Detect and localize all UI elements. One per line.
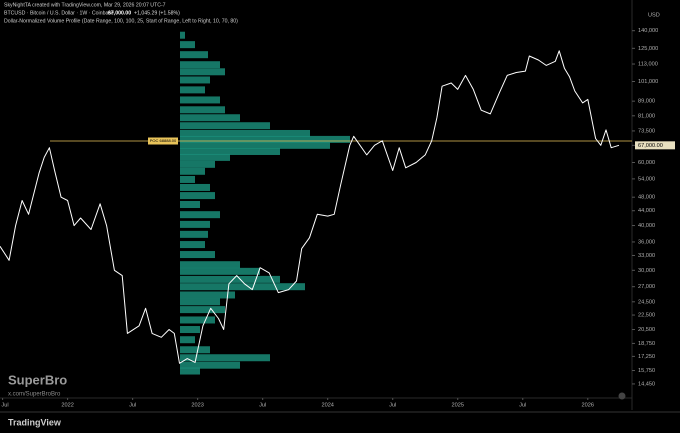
profile-bar [180, 122, 270, 130]
x-tick-label: 2025 [452, 402, 464, 408]
profile-bar [180, 86, 205, 94]
x-tick-label: 2026 [582, 402, 594, 408]
profile-bar [180, 141, 330, 149]
profile-bar [180, 220, 210, 228]
y-tick-label: 113,000 [638, 62, 658, 68]
profile-bar [180, 336, 195, 344]
profile-bar [180, 346, 210, 354]
profile-bar [180, 61, 220, 69]
y-tick-label: 15,750 [638, 368, 655, 374]
profile-bar [180, 106, 225, 114]
watermark-name: SuperBro [8, 372, 67, 387]
profile-bar [180, 129, 310, 137]
profile-bar [180, 41, 195, 49]
y-tick-label: 20,500 [638, 327, 655, 333]
y-tick-label: 140,000 [638, 28, 658, 34]
profile-bar [180, 114, 240, 122]
x-tick-label: 2024 [321, 402, 333, 408]
profile-bar [180, 167, 205, 175]
y-tick-label: 36,000 [638, 239, 655, 245]
profile-bar [180, 291, 235, 299]
y-tick-label: 17,250 [638, 354, 655, 360]
profile-bar [180, 283, 305, 291]
y-tick-label: 30,000 [638, 268, 655, 274]
profile-bar [180, 367, 200, 375]
profile-bar [180, 361, 240, 369]
y-tick-label: 54,000 [638, 176, 655, 182]
profile-bar [180, 275, 280, 283]
x-tick-label: Jul [259, 402, 266, 408]
y-tick-label: 89,000 [638, 99, 655, 105]
profile-bar [180, 354, 270, 362]
y-tick-label: 81,000 [638, 113, 655, 119]
currency: USD [648, 12, 660, 18]
y-tick-label: 40,000 [638, 223, 655, 229]
profile-bar [180, 241, 205, 249]
profile-bar [180, 261, 240, 269]
y-tick-label: 18,750 [638, 341, 655, 347]
profile-bar [180, 306, 225, 314]
profile-bar [180, 31, 185, 39]
profile-bar [180, 51, 208, 59]
profile-bar [180, 153, 230, 161]
last-price-box [635, 141, 675, 150]
profile-bar [180, 183, 210, 191]
settings-icon[interactable] [618, 392, 626, 400]
indicator: Dollar-Normalized Volume Profile (Date R… [4, 18, 238, 24]
poc-label: POC 68888.00 [150, 138, 177, 143]
profile-bar [180, 316, 215, 324]
x-tick-label: Jul [1, 402, 8, 408]
price-line [0, 50, 620, 364]
price: 67,000.00 [108, 10, 131, 16]
y-tick-label: 48,000 [638, 195, 655, 201]
profile-bar [180, 96, 220, 104]
x-tick-label: Jul [519, 402, 526, 408]
credit: SkyNightTA created with TradingView.com,… [4, 2, 166, 8]
y-tick-label: 33,000 [638, 253, 655, 259]
x-tick-label: Jul [129, 402, 136, 408]
y-tick-label: 14,450 [638, 381, 655, 387]
y-tick-label: 60,000 [638, 160, 655, 166]
profile-bar [180, 160, 215, 168]
profile-bar [180, 200, 200, 208]
y-tick-label: 22,500 [638, 313, 655, 319]
y-tick-label: 73,500 [638, 128, 655, 134]
profile-bar [180, 175, 195, 183]
x-tick-label: 2023 [191, 402, 203, 408]
profile-bar [180, 251, 215, 259]
profile-bar [180, 192, 215, 200]
profile-bar [180, 230, 208, 238]
y-tick-label: 125,000 [638, 46, 658, 52]
y-tick-label: 24,500 [638, 299, 655, 305]
y-tick-label: 101,000 [638, 79, 658, 85]
profile-bar [180, 76, 210, 84]
y-tick-label: 27,000 [638, 284, 655, 290]
symbol: BTCUSD · Bitcoin / U.S. Dollar · 1W · Co… [4, 10, 114, 16]
footer-brand: TradingView [8, 417, 62, 427]
profile-bar [180, 147, 280, 155]
y-tick-label: 67,000.00 [638, 143, 663, 149]
profile-bar [180, 135, 350, 143]
y-tick-label: 44,000 [638, 208, 655, 214]
x-tick-label: Jul [389, 402, 396, 408]
x-tick-label: 2022 [61, 402, 73, 408]
profile-bar [180, 267, 260, 275]
profile-bar [180, 68, 225, 76]
change: +1,045.29 (+1.58%) [134, 10, 180, 16]
profile-bar [180, 211, 220, 219]
profile-bar [180, 326, 200, 334]
profile-bar [180, 298, 220, 306]
watermark-handle: x.com/SuperBroBro [8, 392, 61, 398]
poc-label-box [148, 137, 178, 145]
